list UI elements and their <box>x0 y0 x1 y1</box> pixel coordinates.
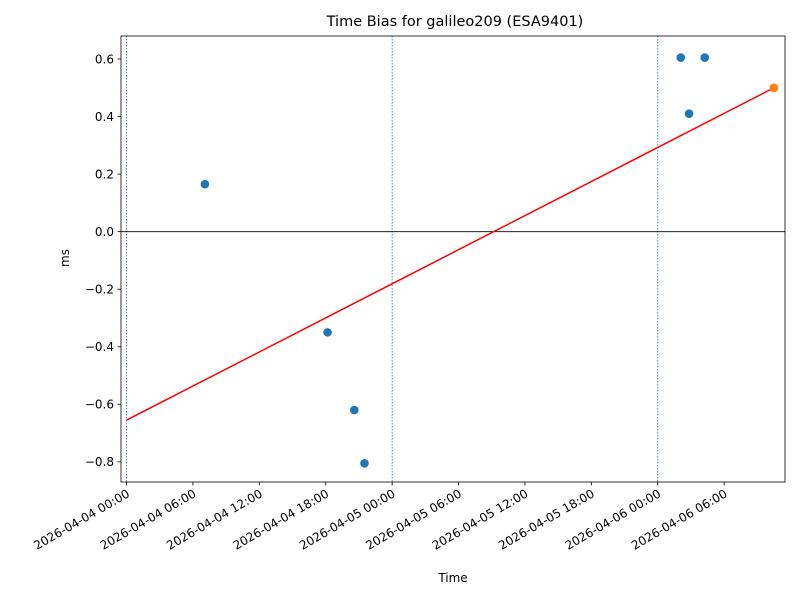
data-point <box>684 109 694 118</box>
chart-title: Time Bias for galileo209 (ESA9401) <box>326 14 584 30</box>
data-point <box>700 53 710 62</box>
y-tick-label: −0.2 <box>85 283 114 297</box>
trend-line <box>126 87 775 421</box>
plot-area <box>121 36 785 482</box>
y-tick-label: 0.6 <box>95 52 114 66</box>
y-tick-label: 0.2 <box>95 167 114 181</box>
y-tick-label: 0.0 <box>95 225 114 239</box>
data-point <box>200 179 210 189</box>
data-point <box>323 328 332 337</box>
y-tick-label: −0.4 <box>85 340 114 354</box>
data-point <box>360 458 369 468</box>
data-point <box>769 83 779 93</box>
x-axis-label: Time <box>437 571 467 585</box>
y-tick-label: −0.6 <box>85 398 114 412</box>
data-point <box>350 405 359 415</box>
axes-frame <box>120 35 786 483</box>
data-point <box>676 53 686 62</box>
y-tick-label: 0.4 <box>95 110 114 124</box>
y-axis-label: ms <box>58 249 72 267</box>
y-tick-label: −0.8 <box>85 455 114 469</box>
